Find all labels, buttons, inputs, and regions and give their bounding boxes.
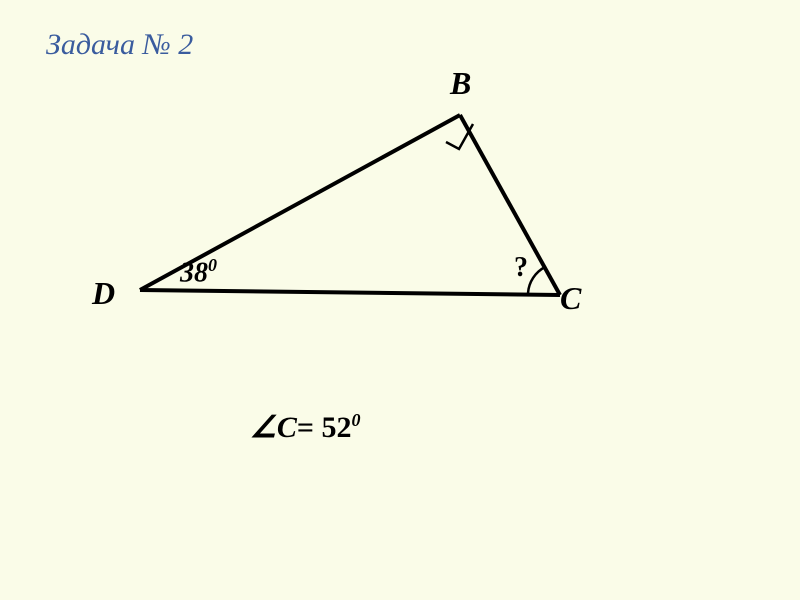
vertex-label-d: D (92, 275, 115, 312)
triangle-diagram (0, 0, 800, 600)
vertex-label-c: C (560, 280, 581, 317)
vertex-label-b: B (450, 65, 471, 102)
side-dc (140, 290, 560, 295)
angle-c-question: ? (514, 252, 528, 284)
answer-text: ∠C= 520 (250, 410, 361, 445)
problem-title: Задача № 2 (46, 28, 193, 62)
angle-d-label: 380 (180, 255, 217, 289)
angle-c-arc (528, 267, 545, 293)
